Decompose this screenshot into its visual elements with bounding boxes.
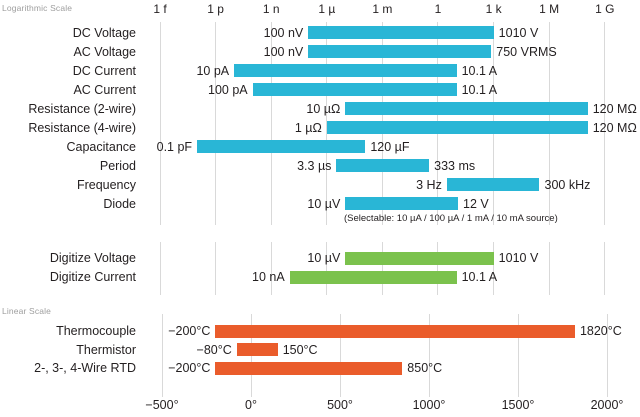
range-max-label: 1820°C xyxy=(579,324,622,338)
range-bar xyxy=(308,45,492,58)
range-max-label: 1010 V xyxy=(498,251,539,265)
gridline xyxy=(270,242,272,295)
log-axis-tick-label: 1 m xyxy=(372,2,393,16)
range-min-label: 3.3 µs xyxy=(297,158,332,173)
range-bar xyxy=(345,197,458,210)
gridline xyxy=(604,242,606,295)
gridline xyxy=(604,22,606,225)
range-max-label: 300 kHz xyxy=(544,177,591,192)
range-max-label: 12 V xyxy=(463,196,489,211)
range-max-label: 750 VRMS xyxy=(496,44,557,59)
range-max-label: 850°C xyxy=(407,361,443,375)
gridline xyxy=(161,314,163,397)
row-label: Frequency xyxy=(76,177,136,192)
range-min-label: 100 pA xyxy=(208,82,248,97)
range-bar xyxy=(289,270,457,284)
range-bar xyxy=(236,343,278,356)
linear-axis-tick-label: 0° xyxy=(245,398,257,412)
range-bar xyxy=(308,26,494,39)
range-max-label: 120 µF xyxy=(370,139,410,154)
range-min-label: −200°C xyxy=(168,324,211,338)
gridline xyxy=(326,242,328,295)
range-bar xyxy=(345,251,494,265)
range-min-label: 1 µΩ xyxy=(294,120,322,135)
linear-axis-tick-label: −500° xyxy=(145,398,179,412)
row-label: Resistance (4-wire) xyxy=(28,120,136,135)
range-min-label: 10 µV xyxy=(307,196,341,211)
row-label: Thermistor xyxy=(76,342,136,357)
linear-axis-tick-label: 2000° xyxy=(590,398,624,412)
row-label: AC Current xyxy=(73,82,136,97)
log-axis-tick-label: 1 p xyxy=(207,2,224,16)
row-label: Period xyxy=(99,158,136,173)
row-label: DC Current xyxy=(72,63,136,78)
range-min-label: 10 nA xyxy=(252,270,285,284)
log-axis-tick-label: 1 n xyxy=(262,2,280,16)
range-bar xyxy=(215,324,575,338)
gridline xyxy=(339,314,341,397)
range-max-label: 10.1 A xyxy=(461,82,498,97)
gridline xyxy=(381,242,383,295)
row-label: Thermocouple xyxy=(56,324,136,338)
range-max-label: 1010 V xyxy=(498,25,539,40)
log-axis-tick-label: 1 xyxy=(434,2,442,16)
log-scale-title: Logarithmic Scale xyxy=(2,3,73,13)
row-label: DC Voltage xyxy=(72,25,136,40)
row-label: 2-, 3-, 4-Wire RTD xyxy=(34,361,136,375)
log-axis-tick-label: 1 M xyxy=(539,2,560,16)
diode-source-note: (Selectable: 10 µA / 100 µA / 1 mA / 10 … xyxy=(344,213,558,224)
row-label: Digitize Voltage xyxy=(49,251,136,265)
range-max-label: 333 ms xyxy=(434,158,476,173)
range-bar xyxy=(446,178,540,191)
log-axis-tick-label: 1 k xyxy=(485,2,502,16)
range-max-label: 150°C xyxy=(282,342,318,357)
range-min-label: −200°C xyxy=(168,361,211,375)
gridline xyxy=(428,314,430,397)
range-bar xyxy=(336,159,430,172)
range-min-label: 3 Hz xyxy=(416,177,442,192)
row-label: Diode xyxy=(103,196,136,211)
range-min-label: 100 nV xyxy=(263,25,304,40)
range-min-label: 10 µΩ xyxy=(306,101,341,116)
range-bar xyxy=(345,102,588,115)
linear-axis-tick-label: 1000° xyxy=(412,398,446,412)
gridline xyxy=(215,22,217,225)
gridline xyxy=(159,22,161,225)
range-max-label: 120 MΩ xyxy=(592,101,637,116)
gridline xyxy=(270,22,272,225)
range-bar xyxy=(234,64,457,77)
range-min-label: 100 nV xyxy=(263,44,304,59)
range-min-label: 10 µV xyxy=(307,251,341,265)
log-axis-tick-label: 1 G xyxy=(595,2,615,16)
row-label: AC Voltage xyxy=(73,44,136,59)
log-axis-tick-label: 1 µ xyxy=(318,2,336,16)
range-max-label: 120 MΩ xyxy=(592,120,637,135)
range-max-label: 10.1 A xyxy=(461,63,498,78)
range-bar xyxy=(326,121,588,134)
row-label: Resistance (2-wire) xyxy=(28,101,136,116)
linear-axis-tick-label: 500° xyxy=(327,398,353,412)
range-bar xyxy=(252,83,457,96)
gridline xyxy=(159,242,161,295)
gridline xyxy=(215,242,217,295)
gridline xyxy=(548,242,550,295)
gridline xyxy=(437,242,439,295)
range-min-label: 10 pA xyxy=(196,63,230,78)
log-axis-tick-label: 1 f xyxy=(153,2,167,16)
gridline xyxy=(517,314,519,397)
row-label: Digitize Current xyxy=(49,270,136,284)
range-bar xyxy=(215,361,403,375)
linear-scale-title: Linear Scale xyxy=(2,306,52,316)
range-max-label: 10.1 A xyxy=(461,270,498,284)
range-min-label: 0.1 pF xyxy=(156,139,193,154)
range-min-label: −80°C xyxy=(196,342,232,357)
row-label: Capacitance xyxy=(66,139,137,154)
linear-axis-tick-label: 1500° xyxy=(501,398,535,412)
gridline xyxy=(606,314,608,397)
range-bar xyxy=(197,140,366,153)
gridline xyxy=(493,242,495,295)
